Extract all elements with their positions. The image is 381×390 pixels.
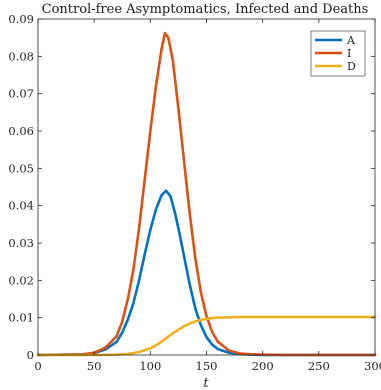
x-tick-label: 100 — [139, 359, 161, 373]
legend-label-A: A — [346, 34, 356, 47]
y-tick-label: 0.02 — [8, 273, 34, 287]
y-tick-label: 0.05 — [8, 161, 34, 175]
x-tick-label: 250 — [308, 359, 330, 373]
x-tick-label: 0 — [34, 359, 41, 373]
y-tick-label: 0.01 — [8, 311, 34, 325]
legend-label-D: D — [347, 60, 356, 73]
y-tick-label: 0.08 — [8, 49, 34, 63]
x-tick-label: 200 — [252, 359, 274, 373]
y-tick-label: 0 — [27, 348, 34, 362]
axes-layer: 0 50 100 150 200 250 300 0 0.01 0.02 0.03 0.04 0.05 0… — [8, 12, 381, 373]
x-axis-label: t — [203, 376, 209, 390]
series-line-I — [36, 31, 377, 357]
series-line-D — [36, 315, 377, 357]
x-tick-label: 50 — [87, 359, 102, 373]
y-tick-label: 0.03 — [8, 236, 34, 250]
y-tick-label: 0.07 — [8, 87, 34, 101]
x-tick-label: 150 — [196, 359, 218, 373]
chart-title: Control-free Asymptomatics, Infected and… — [42, 2, 369, 17]
series-layer — [36, 31, 377, 357]
y-tick-label: 0.09 — [8, 12, 34, 26]
legend: AID — [310, 30, 366, 77]
legend-label-I: I — [347, 47, 351, 60]
y-tick-label: 0.06 — [8, 124, 34, 138]
y-tick-label: 0.04 — [8, 199, 34, 213]
x-tick-label: 300 — [364, 359, 381, 373]
